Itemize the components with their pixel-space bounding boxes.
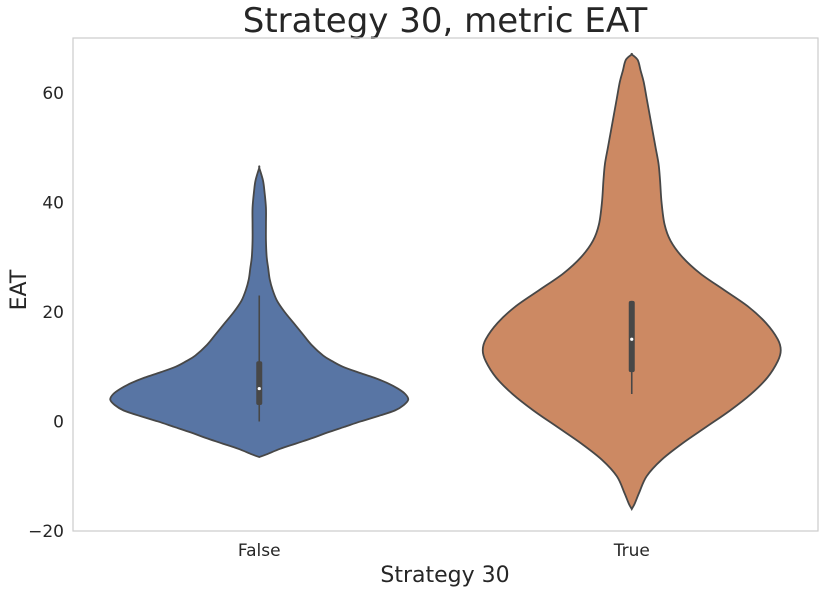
y-axis-ticks: −20 0 20 40 60	[28, 84, 64, 542]
y-tick-label: 0	[53, 412, 64, 432]
y-tick-label: 40	[42, 193, 64, 213]
y-tick-label: 20	[42, 303, 64, 323]
median-dot-false	[257, 386, 261, 391]
violins-group	[109, 52, 782, 511]
x-axis-label: Strategy 30	[380, 563, 509, 588]
plot-area-frame	[72, 37, 819, 532]
x-tick-label: True	[613, 541, 650, 561]
violin-body-true	[481, 52, 782, 511]
median-dot-true	[630, 337, 634, 341]
iqr-box-false	[256, 361, 263, 406]
iqr-box-true	[628, 300, 635, 373]
x-tick-label: False	[238, 541, 281, 561]
y-axis-label: EAT	[7, 269, 32, 310]
y-tick-label: 60	[42, 84, 64, 104]
chart-title: Strategy 30, metric EAT	[243, 1, 648, 41]
y-tick-label: −20	[28, 522, 64, 542]
x-axis-ticks: False True	[238, 541, 650, 561]
